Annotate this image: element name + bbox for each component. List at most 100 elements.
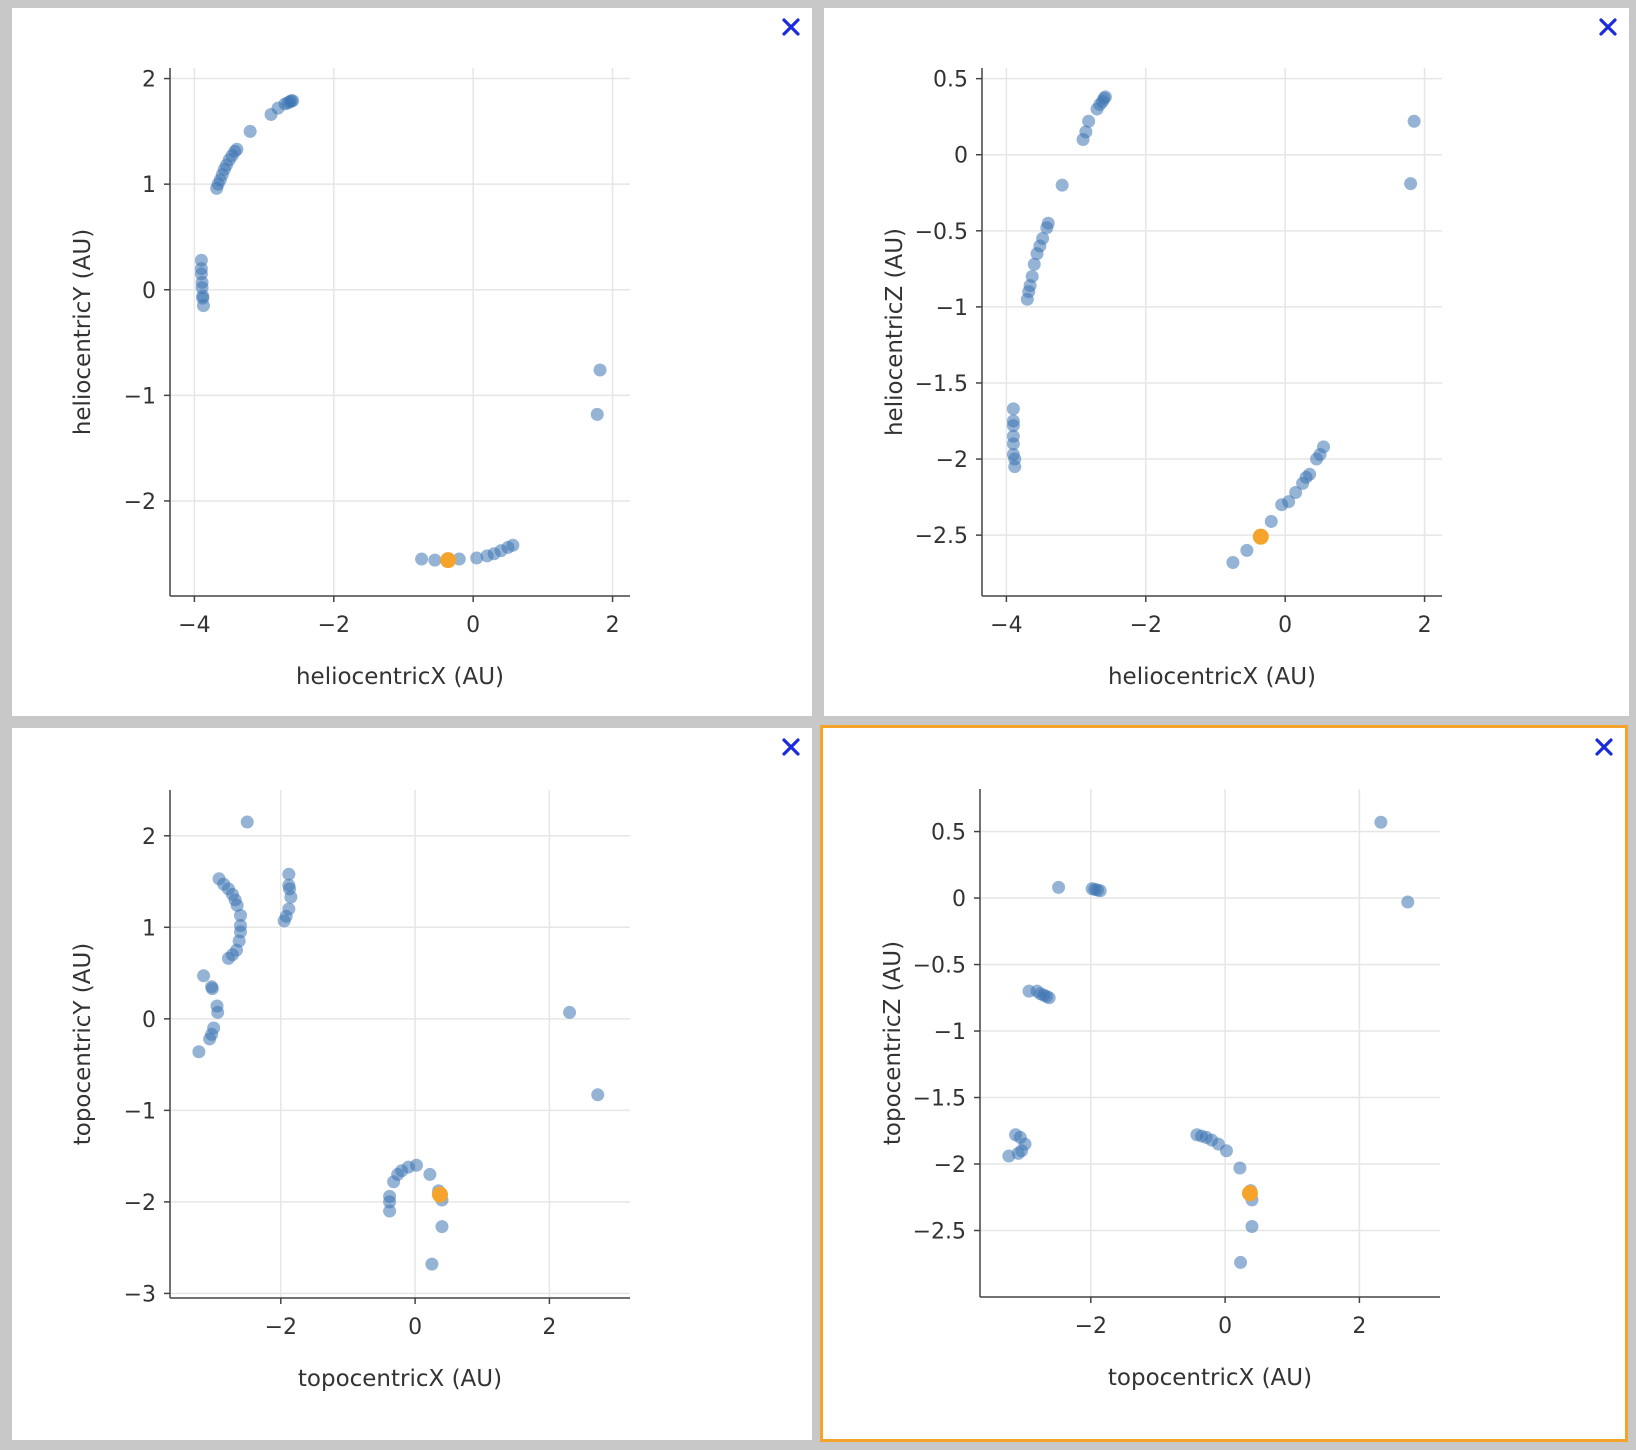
y-tick-label: −0.5 — [915, 220, 968, 245]
data-point[interactable] — [1098, 90, 1112, 104]
data-point[interactable] — [1042, 991, 1056, 1005]
data-point[interactable] — [221, 951, 235, 965]
data-point[interactable] — [425, 1257, 439, 1271]
data-point[interactable] — [1234, 1255, 1248, 1269]
x-tick-label: 0 — [408, 1315, 422, 1340]
data-point[interactable] — [383, 1204, 397, 1218]
data-point[interactable] — [1226, 556, 1240, 570]
data-point[interactable] — [1264, 514, 1278, 528]
data-point[interactable] — [1025, 269, 1039, 283]
data-point[interactable] — [1002, 1149, 1016, 1163]
y-tick-label: −0.5 — [913, 954, 966, 979]
data-point[interactable] — [243, 124, 257, 138]
data-point[interactable] — [230, 142, 244, 156]
highlighted-point[interactable] — [440, 552, 457, 569]
data-point[interactable] — [1041, 216, 1055, 230]
close-icon — [1599, 18, 1617, 36]
y-tick-label: 1 — [142, 173, 156, 198]
data-point[interactable] — [1055, 178, 1069, 192]
data-point[interactable] — [234, 908, 248, 922]
y-axis-title: heliocentricY (AU) — [70, 229, 96, 435]
data-point[interactable] — [1006, 437, 1020, 451]
data-point[interactable] — [192, 1045, 206, 1059]
data-point[interactable] — [1303, 467, 1317, 481]
y-tick-label: 0 — [142, 1008, 156, 1033]
highlighted-point[interactable] — [431, 1186, 448, 1203]
highlighted-point[interactable] — [1252, 528, 1269, 545]
data-point[interactable] — [435, 1220, 449, 1234]
data-point[interactable] — [591, 1088, 605, 1102]
data-point[interactable] — [240, 815, 254, 829]
y-axis-title: topocentricZ (AU) — [880, 941, 906, 1145]
y-tick-label: −2 — [936, 448, 968, 473]
data-point[interactable] — [1401, 895, 1415, 909]
data-point[interactable] — [423, 1167, 437, 1181]
y-axis-title: heliocentricZ (AU) — [882, 228, 908, 436]
x-axis-title: topocentricX (AU) — [1108, 1365, 1312, 1391]
data-point[interactable] — [563, 1005, 577, 1019]
data-point[interactable] — [1079, 125, 1093, 139]
data-point[interactable] — [1374, 815, 1388, 829]
plot-panel-helio-xz[interactable]: −4 −2 0 2 0.5 0 −0.5 −1 −1.5 −2 −2.5 heliocentricX … — [824, 8, 1629, 716]
x-tick-label: −2 — [1075, 1314, 1107, 1339]
data-point[interactable] — [409, 1158, 423, 1172]
data-point[interactable] — [277, 914, 291, 928]
data-point[interactable] — [428, 553, 442, 567]
y-tick-label: −1 — [936, 296, 968, 321]
data-point[interactable] — [506, 538, 520, 552]
y-tick-label: 0.5 — [933, 68, 968, 93]
plot-panel-topo-xy[interactable]: −2 0 2 2 1 0 −1 −2 −3 topocentricX (AU) topocentri… — [12, 728, 812, 1440]
data-point[interactable] — [1036, 231, 1050, 245]
y-tick-label: −2 — [124, 490, 156, 515]
data-point[interactable] — [1008, 460, 1022, 474]
close-button[interactable] — [1593, 736, 1615, 758]
close-icon — [1595, 738, 1613, 756]
data-point[interactable] — [1219, 1144, 1233, 1158]
data-point[interactable] — [1006, 419, 1020, 433]
data-point[interactable] — [1407, 114, 1421, 128]
data-point[interactable] — [1289, 486, 1303, 500]
data-point[interactable] — [211, 1005, 225, 1019]
data-point[interactable] — [415, 552, 429, 566]
data-point[interactable] — [1245, 1220, 1259, 1234]
data-point[interactable] — [1027, 257, 1041, 271]
close-button[interactable] — [780, 16, 802, 38]
y-tick-label: 0 — [952, 887, 966, 912]
y-tick-label: −1 — [124, 1099, 156, 1124]
x-tick-label: 0 — [466, 613, 480, 638]
data-point[interactable] — [282, 867, 296, 881]
data-point[interactable] — [1282, 495, 1296, 509]
data-point[interactable] — [1093, 884, 1107, 898]
data-point[interactable] — [203, 1032, 217, 1046]
data-point[interactable] — [593, 363, 607, 377]
data-point[interactable] — [205, 982, 219, 996]
data-point[interactable] — [230, 898, 244, 912]
data-point[interactable] — [1082, 114, 1096, 128]
data-point[interactable] — [1233, 1161, 1247, 1175]
data-point[interactable] — [383, 1195, 397, 1209]
data-point[interactable] — [284, 890, 298, 904]
data-point[interactable] — [470, 551, 484, 565]
data-point[interactable] — [1404, 177, 1418, 191]
x-tick-label: 0 — [1218, 1314, 1232, 1339]
close-button[interactable] — [780, 736, 802, 758]
scatter-plot: −2 0 2 0.5 0 −0.5 −1 −1.5 −2 −2.5 topocentricX (AU… — [880, 789, 1440, 1391]
plot-panel-helio-xy[interactable]: −4 −2 0 2 2 1 0 −1 −2 heliocentricX (AU) heliocent… — [12, 8, 812, 716]
y-tick-label: −2 — [124, 1191, 156, 1216]
scatter-plot: −4 −2 0 2 2 1 0 −1 −2 heliocentricX (AU) heliocent… — [70, 68, 630, 690]
data-point[interactable] — [1052, 880, 1066, 894]
data-point[interactable] — [1006, 402, 1020, 416]
plot-panel-topo-xz[interactable]: −2 0 2 0.5 0 −0.5 −1 −1.5 −2 −2.5 topocentricX (AU… — [820, 725, 1628, 1442]
data-point[interactable] — [196, 299, 210, 313]
y-tick-label: 0.5 — [931, 821, 966, 846]
data-point[interactable] — [286, 94, 300, 108]
highlighted-point[interactable] — [1241, 1185, 1258, 1202]
close-button[interactable] — [1597, 16, 1619, 38]
data-point[interactable] — [590, 407, 604, 421]
y-tick-label: 2 — [142, 825, 156, 850]
data-point[interactable] — [1240, 543, 1254, 557]
data-point[interactable] — [1317, 440, 1331, 454]
data-point[interactable] — [452, 552, 466, 566]
x-tick-label: 0 — [1278, 613, 1292, 638]
data-point[interactable] — [197, 969, 211, 983]
